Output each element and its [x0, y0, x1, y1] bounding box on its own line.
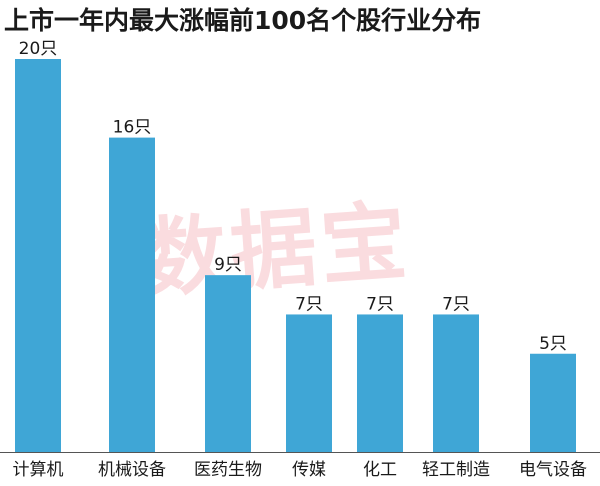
bar-轻工制造: [433, 314, 479, 452]
bar-化工: [357, 314, 403, 452]
bar-电气设备: [530, 353, 576, 452]
category-label-医药生物: 医药生物: [194, 460, 262, 480]
category-label-轻工制造: 轻工制造: [422, 460, 490, 480]
data-label-机械设备: 16只: [113, 118, 152, 138]
data-label-传媒: 7只: [295, 294, 323, 314]
category-label-计算机: 计算机: [13, 460, 64, 480]
category-label-传媒: 传媒: [292, 460, 326, 480]
bar-机械设备: [109, 137, 155, 452]
bar-传媒: [286, 314, 332, 452]
category-label-电气设备: 电气设备: [519, 460, 587, 480]
category-label-化工: 化工: [363, 460, 397, 480]
data-label-电气设备: 5只: [539, 334, 567, 354]
bar-医药生物: [205, 275, 251, 452]
category-label-机械设备: 机械设备: [98, 460, 166, 480]
data-label-轻工制造: 7只: [442, 294, 470, 314]
data-label-化工: 7只: [366, 294, 394, 314]
bar-计算机: [15, 59, 61, 452]
data-label-计算机: 20只: [19, 39, 58, 59]
data-label-医药生物: 9只: [214, 255, 242, 275]
chart-title: 上市一年内最大涨幅前100名个股行业分布: [4, 6, 482, 35]
